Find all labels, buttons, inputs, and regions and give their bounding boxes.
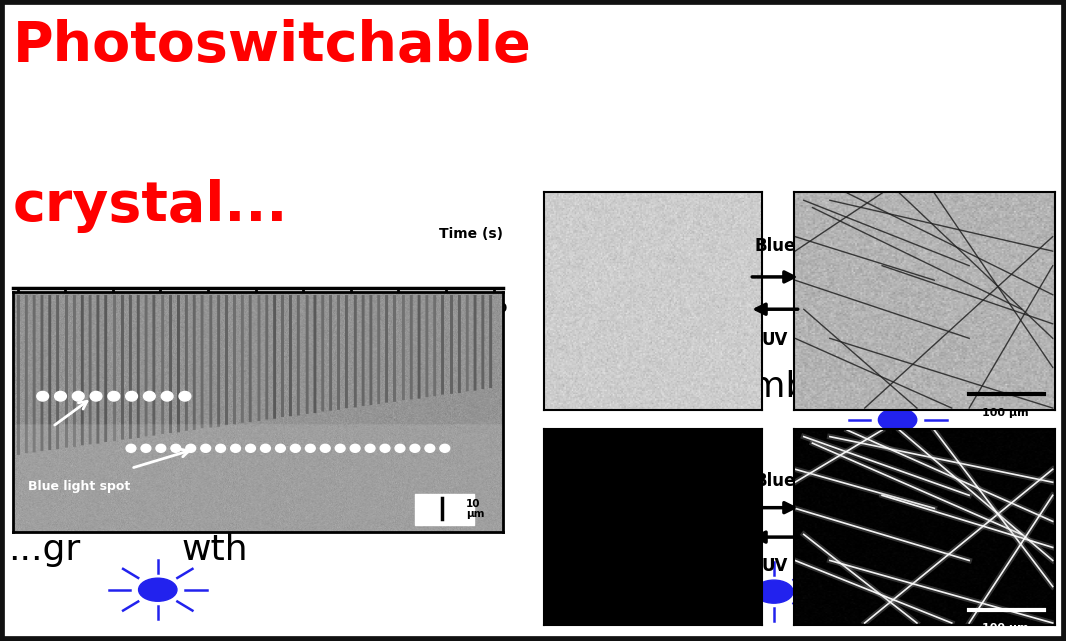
Circle shape	[321, 444, 330, 453]
Circle shape	[381, 444, 390, 453]
Circle shape	[91, 392, 102, 401]
Text: Time (s): Time (s)	[439, 228, 503, 241]
Circle shape	[185, 444, 196, 453]
Circle shape	[351, 444, 360, 453]
Circle shape	[200, 444, 211, 453]
Text: ...assemblies: ...assemblies	[634, 370, 870, 404]
Text: 10: 10	[466, 499, 481, 508]
Circle shape	[108, 392, 119, 401]
Text: ...flu: ...flu	[616, 540, 696, 574]
Circle shape	[425, 444, 435, 453]
Circle shape	[410, 444, 420, 453]
Circle shape	[126, 392, 138, 401]
Circle shape	[72, 392, 84, 401]
Circle shape	[144, 392, 156, 401]
Circle shape	[126, 444, 135, 453]
Text: Blue: Blue	[755, 237, 795, 255]
Circle shape	[878, 408, 917, 431]
Circle shape	[215, 444, 226, 453]
Circle shape	[37, 392, 49, 401]
Circle shape	[161, 392, 173, 401]
Text: 100 μm: 100 μm	[983, 408, 1029, 418]
Text: μm: μm	[466, 510, 484, 519]
Circle shape	[366, 444, 375, 453]
Circle shape	[141, 444, 150, 453]
Text: 100 μm: 100 μm	[965, 583, 1007, 593]
Text: UV: UV	[762, 331, 788, 349]
Text: rescence: rescence	[797, 540, 959, 574]
Text: 100 μm: 100 μm	[983, 623, 1029, 633]
Text: ...gr: ...gr	[9, 533, 81, 567]
Text: UV: UV	[762, 556, 788, 575]
Text: wth: wth	[181, 533, 247, 567]
Circle shape	[179, 392, 191, 401]
Circle shape	[260, 444, 271, 453]
Circle shape	[156, 444, 165, 453]
Circle shape	[54, 392, 66, 401]
Circle shape	[230, 444, 241, 453]
Circle shape	[755, 580, 793, 603]
Circle shape	[139, 578, 177, 601]
Circle shape	[395, 444, 405, 453]
Circle shape	[290, 444, 301, 453]
Circle shape	[245, 444, 256, 453]
Circle shape	[171, 444, 181, 453]
Circle shape	[275, 444, 286, 453]
Text: Blue: Blue	[755, 472, 795, 490]
Circle shape	[305, 444, 316, 453]
Text: Blue light spot: Blue light spot	[28, 480, 130, 494]
Circle shape	[440, 444, 450, 453]
Circle shape	[336, 444, 345, 453]
Text: crystal...: crystal...	[13, 179, 288, 233]
Bar	[416, 494, 474, 525]
Text: Photoswitchable: Photoswitchable	[13, 19, 532, 73]
